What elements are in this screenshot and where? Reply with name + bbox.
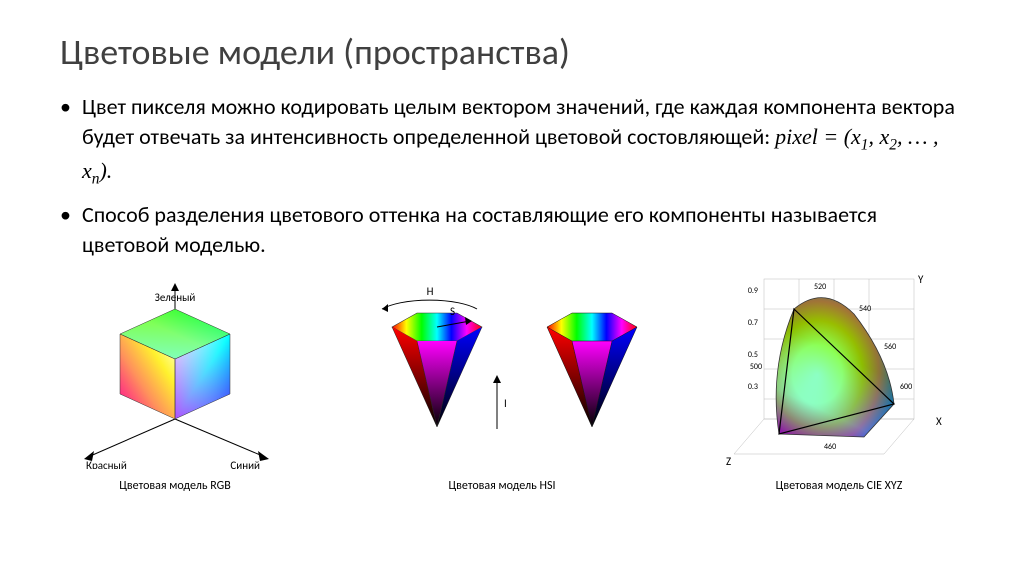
cie-tick: 0.3: [748, 382, 758, 392]
cie-axis-x: X: [936, 415, 942, 428]
rgb-caption: Цветовая модель RGB: [119, 479, 231, 493]
hsi-figure: H S: [342, 279, 662, 493]
slide: Цветовые модели (пространства) Цвет пикс…: [0, 0, 1024, 574]
rgb-cube-diagram: Зеленый Красный Синий: [60, 279, 290, 469]
cie-axis-z: Z: [726, 455, 731, 468]
cie-wl: 560: [884, 342, 896, 352]
cie-wl: 500: [750, 362, 762, 372]
hsi-label-i: I: [504, 397, 507, 410]
rgb-cube: [120, 309, 230, 419]
cie-gamut: [776, 298, 894, 437]
cie-diagram: Y X Z 0.9 0.7 0.5 0.3 520 540: [714, 269, 964, 469]
cie-figure: Y X Z 0.9 0.7 0.5 0.3 520 540: [714, 269, 964, 493]
rgb-label-red: Красный: [86, 459, 127, 469]
cie-caption: Цветовая модель CIE XYZ: [776, 479, 903, 493]
hsi-diagram: H S: [342, 279, 662, 469]
bullet-list: Цвет пикселя можно кодировать целым вект…: [60, 92, 964, 259]
cie-axis-y: Y: [918, 273, 924, 286]
figures-row: Зеленый Красный Синий Цветовая модель RG…: [60, 269, 964, 493]
hsi-right-cone: [547, 313, 637, 427]
page-title: Цветовые модели (пространства): [60, 30, 964, 74]
cie-tick: 0.9: [748, 286, 758, 296]
rgb-label-green: Зеленый: [155, 291, 196, 304]
hsi-left-cone: H S: [382, 285, 507, 429]
rgb-figure: Зеленый Красный Синий Цветовая модель RG…: [60, 279, 290, 493]
bullet-1: Цвет пикселя можно кодировать целым вект…: [60, 92, 964, 190]
cie-wl: 520: [814, 282, 826, 292]
cie-tick: 0.7: [748, 318, 758, 328]
cie-tick: 0.5: [748, 350, 758, 360]
bullet-2: Способ разделения цветового оттенка на с…: [60, 200, 964, 259]
cie-wl: 460: [824, 442, 836, 452]
cie-wl: 600: [900, 382, 912, 392]
hsi-label-s: S: [450, 305, 455, 318]
cie-wl: 540: [859, 304, 871, 314]
hsi-caption: Цветовая модель HSI: [448, 479, 555, 493]
hsi-label-h: H: [427, 285, 434, 298]
rgb-label-blue: Синий: [230, 459, 260, 469]
